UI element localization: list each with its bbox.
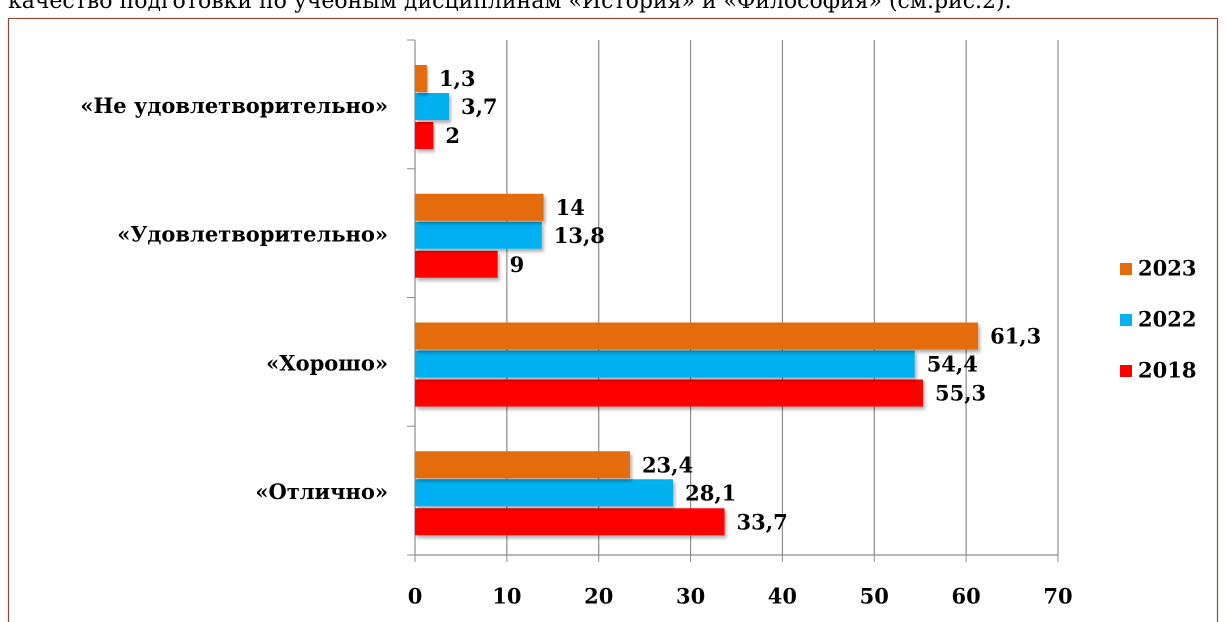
- x-tick-label: 20: [584, 584, 613, 609]
- value-label: 9: [510, 252, 525, 277]
- bar: [415, 379, 923, 407]
- bar: [415, 350, 915, 378]
- heading: качество подготовки по учебным дисциплин…: [8, 0, 1012, 14]
- legend-swatch: [1120, 365, 1132, 377]
- legend-label: 2018: [1138, 358, 1196, 383]
- legend-swatch: [1120, 314, 1132, 326]
- value-label: 3,7: [461, 94, 498, 119]
- value-label: 1,3: [439, 66, 476, 91]
- x-tick-label: 10: [492, 584, 521, 609]
- category-label: «Не удовлетворительно»: [80, 93, 388, 118]
- category-label: «Отлично»: [255, 479, 388, 504]
- bar: [415, 451, 630, 479]
- x-tick-label: 0: [408, 584, 423, 609]
- legend-label: 2022: [1138, 307, 1196, 332]
- value-label: 28,1: [685, 480, 736, 505]
- category-label: «Хорошо»: [266, 350, 388, 375]
- category-label: «Удовлетворительно»: [117, 222, 388, 247]
- bar: [415, 193, 544, 221]
- bar: [415, 221, 542, 249]
- bar: [415, 322, 979, 350]
- bar: [415, 508, 725, 536]
- x-tick-label: 60: [952, 584, 981, 609]
- bar: [415, 65, 427, 92]
- x-tick-label: 50: [860, 584, 889, 609]
- value-label: 2: [445, 123, 460, 148]
- bar: [415, 93, 449, 120]
- x-tick-label: 30: [676, 584, 705, 609]
- value-label: 33,7: [737, 509, 788, 534]
- legend-label: 2023: [1138, 256, 1196, 281]
- chart-frame: [7, 17, 1219, 622]
- value-label: 61,3: [990, 324, 1041, 349]
- value-label: 54,4: [927, 352, 978, 377]
- legend-swatch: [1120, 263, 1132, 275]
- value-label: 14: [556, 195, 585, 220]
- bar: [415, 122, 434, 149]
- value-label: 55,3: [935, 381, 986, 406]
- value-label: 13,8: [554, 223, 605, 248]
- bar: [415, 250, 498, 278]
- x-tick-label: 70: [1043, 584, 1072, 609]
- value-label: 23,4: [642, 452, 693, 477]
- bar: [415, 479, 674, 507]
- x-tick-label: 40: [768, 584, 797, 609]
